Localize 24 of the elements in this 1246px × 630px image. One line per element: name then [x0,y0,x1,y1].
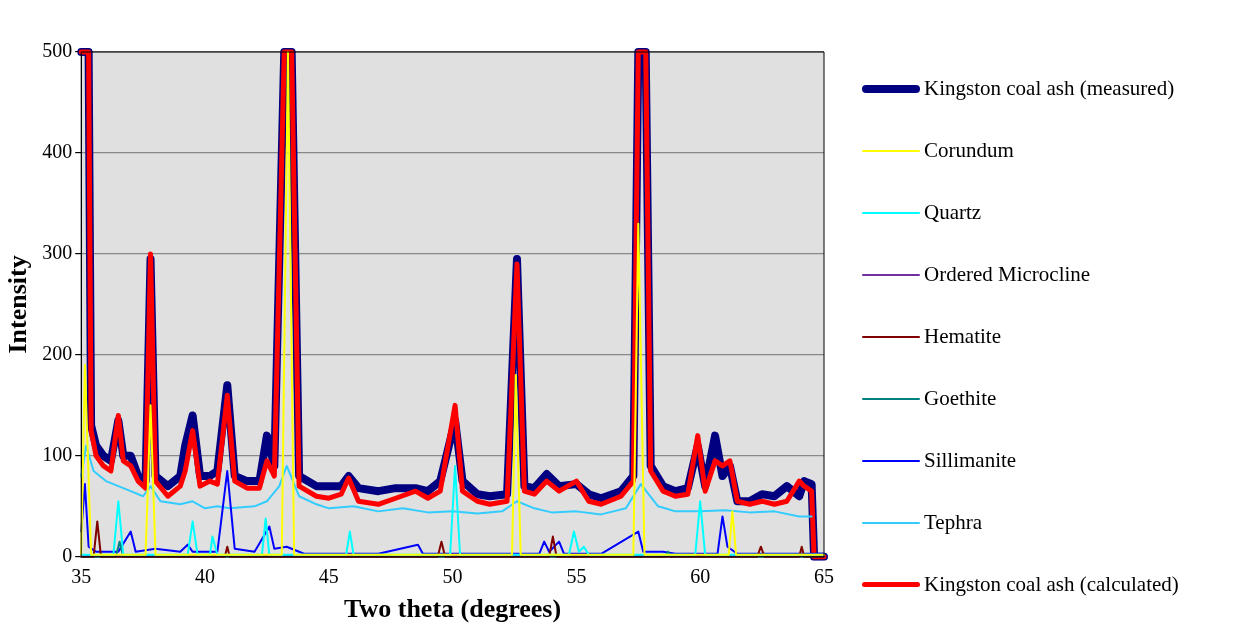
x-tick-label: 45 [318,565,339,588]
x-tick-label: 65 [814,565,834,588]
y-axis-title: Intensity [3,255,33,354]
y-tick-label: 0 [62,544,73,567]
y-tick-label: 500 [42,39,73,62]
y-tick-label: 200 [42,342,73,365]
y-tick-label: 100 [42,443,73,466]
x-tick-label: 35 [71,565,92,588]
legend-label: Quartz [924,200,982,225]
x-tick-label: 50 [442,565,463,588]
x-axis-title: Two theta (degrees) [344,594,562,624]
legend-label: Hematite [924,324,1001,349]
x-tick-label: 60 [690,565,711,588]
legend-label: Goethite [924,386,997,411]
legend-label: Sillimanite [924,448,1017,473]
y-tick-label: 400 [42,140,73,163]
legend-label: Ordered Microcline [924,262,1091,287]
legend-label: Kingston coal ash (calculated) [924,572,1179,597]
x-tick-label: 40 [195,565,215,588]
legend-label: Corundum [924,138,1014,163]
legend-label: Tephra [924,510,982,535]
legend-label: Kingston coal ash (measured) [924,76,1175,101]
x-tick-label: 55 [566,565,587,588]
y-tick-label: 300 [42,241,73,264]
